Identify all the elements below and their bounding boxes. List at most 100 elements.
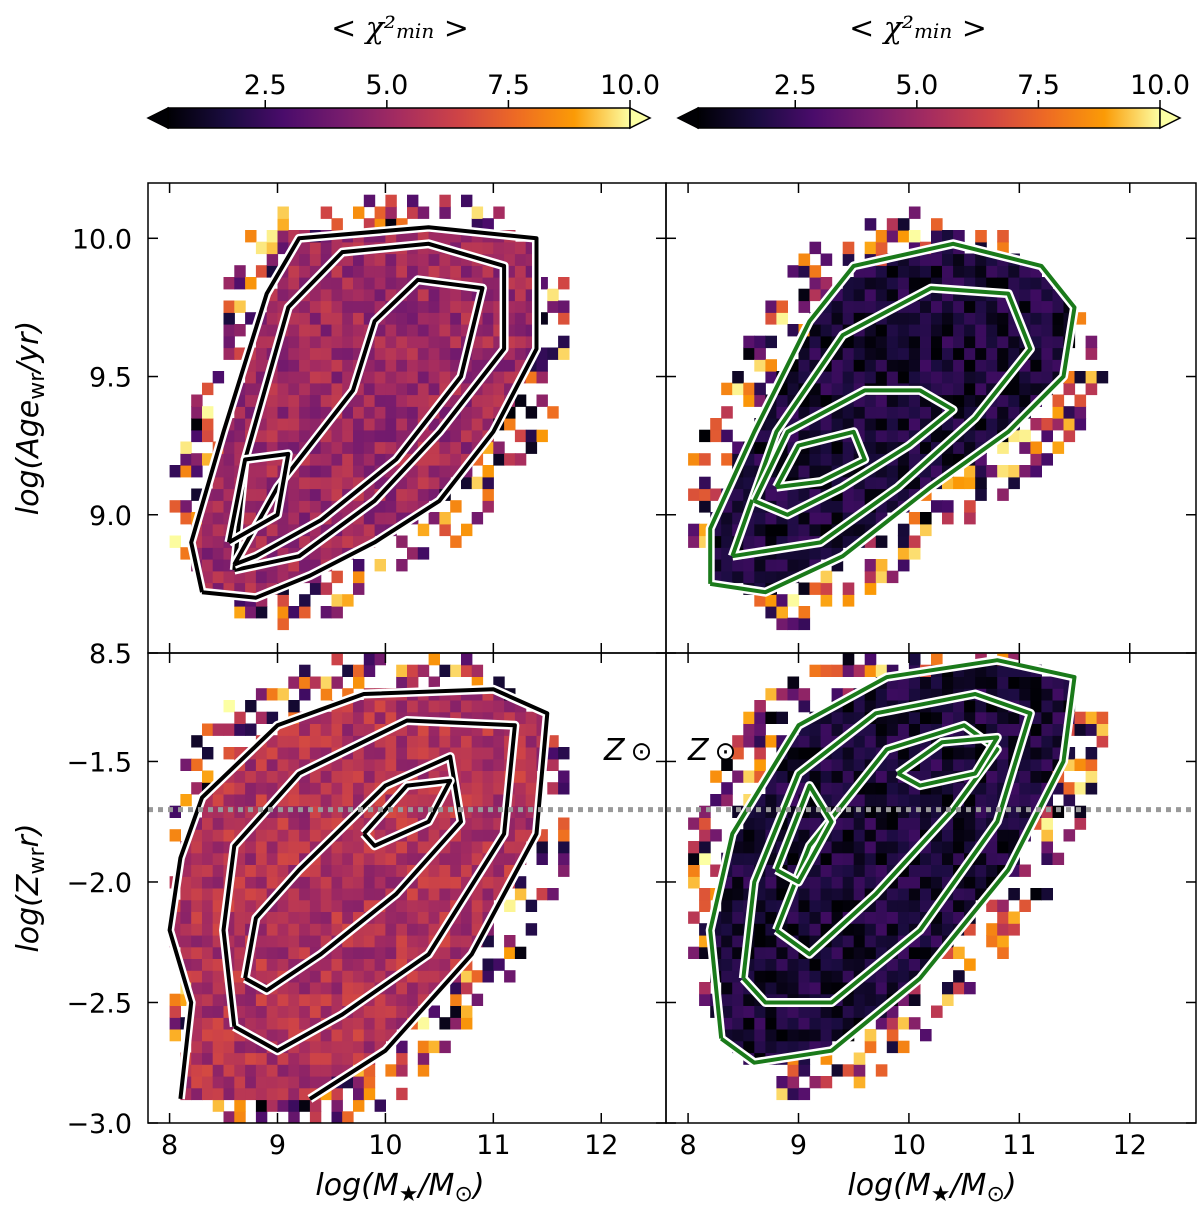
heatmap-cell — [964, 829, 976, 841]
heatmap-cell — [385, 254, 396, 266]
heatmap-cell — [854, 665, 866, 677]
heatmap-cell — [224, 1088, 235, 1100]
colorbar-tick-label: 10.0 — [600, 70, 660, 101]
heatmap-cell — [754, 1041, 766, 1053]
heatmap-cell — [288, 1088, 299, 1100]
heatmap-cell — [407, 195, 418, 207]
heatmap-cell — [1019, 442, 1031, 454]
heatmap-cell — [191, 1029, 202, 1041]
heatmap-cell — [876, 970, 888, 982]
heatmap-cell — [526, 735, 537, 747]
heatmap-cell — [799, 735, 811, 747]
heatmap-cell — [234, 712, 245, 724]
heatmap-cell — [1097, 371, 1109, 383]
y-axis-label-top: log(Agewr/yr) — [11, 321, 50, 515]
heatmap-cell — [920, 371, 932, 383]
heatmap-cell — [843, 712, 855, 724]
heatmap-cell — [321, 207, 332, 219]
heatmap-cell — [439, 465, 450, 477]
heatmap-cell — [439, 324, 450, 336]
heatmap-cell — [721, 453, 733, 465]
heatmap-cell — [332, 876, 343, 888]
heatmap-cell — [224, 324, 235, 336]
heatmap-cell — [461, 665, 472, 677]
heatmap-cell — [461, 430, 472, 442]
heatmap-cell — [732, 1017, 744, 1029]
heatmap-cell — [732, 865, 744, 877]
heatmap-cell — [526, 747, 537, 759]
heatmap-cell — [821, 453, 833, 465]
heatmap-cell — [439, 195, 450, 207]
heatmap-cell — [721, 935, 733, 947]
heatmap-cell — [310, 935, 321, 947]
heatmap-cell — [332, 900, 343, 912]
heatmap-cell — [483, 242, 494, 254]
heatmap-cell — [234, 324, 245, 336]
heatmap-cell — [245, 383, 256, 395]
heatmap-cell — [353, 841, 364, 853]
heatmap-cell — [821, 571, 833, 583]
heatmap-cell — [310, 254, 321, 266]
heatmap-cell — [843, 865, 855, 877]
heatmap-cell — [558, 301, 569, 313]
heatmap-cell — [278, 841, 289, 853]
heatmap-cell — [799, 829, 811, 841]
heatmap-cell — [256, 771, 267, 783]
heatmap-cell — [288, 1064, 299, 1076]
heatmap-cell — [810, 348, 822, 360]
heatmap-cell — [429, 336, 440, 348]
heatmap-cell — [876, 923, 888, 935]
heatmap-cell — [810, 1017, 822, 1029]
heatmap-cell — [450, 735, 461, 747]
heatmap-cell — [887, 230, 899, 242]
heatmap-cell — [342, 1041, 353, 1053]
heatmap-cell — [854, 359, 866, 371]
heatmap-cell — [396, 312, 407, 324]
heatmap-cell — [396, 841, 407, 853]
heatmap-cell — [547, 747, 558, 759]
heatmap-cell — [342, 841, 353, 853]
heatmap-cell — [887, 418, 899, 430]
heatmap-cell — [865, 994, 877, 1006]
heatmap-cell — [418, 829, 429, 841]
heatmap-cell — [483, 700, 494, 712]
heatmap-cell — [385, 324, 396, 336]
heatmap-cell — [1041, 818, 1053, 830]
heatmap-cell — [429, 301, 440, 313]
heatmap-cell — [342, 430, 353, 442]
heatmap-cell — [353, 395, 364, 407]
heatmap-cell — [332, 348, 343, 360]
heatmap-cell — [898, 230, 910, 242]
heatmap-cell — [931, 336, 943, 348]
heatmap-cell — [799, 453, 811, 465]
heatmap-cell — [353, 900, 364, 912]
heatmap-cell — [407, 312, 418, 324]
heatmap-cell — [887, 888, 899, 900]
heatmap-cell — [887, 841, 899, 853]
heatmap-cell — [299, 829, 310, 841]
heatmap-cell — [418, 888, 429, 900]
heatmap-cell — [754, 935, 766, 947]
heatmap-cell — [396, 700, 407, 712]
heatmap-cell — [547, 888, 558, 900]
heatmap-cell — [843, 829, 855, 841]
heatmap-cell — [832, 970, 844, 982]
heatmap-cell — [407, 371, 418, 383]
heatmap-cell — [865, 947, 877, 959]
heatmap-cell — [953, 970, 965, 982]
heatmap-cell — [364, 865, 375, 877]
heatmap-cell — [364, 888, 375, 900]
heatmap-cell — [353, 406, 364, 418]
heatmap-cell — [353, 712, 364, 724]
heatmap-cell — [865, 923, 877, 935]
heatmap-cell — [213, 865, 224, 877]
heatmap-cell — [321, 359, 332, 371]
heatmap-cell — [332, 1100, 343, 1112]
heatmap-cell — [439, 207, 450, 219]
heatmap-cell — [876, 289, 888, 301]
heatmap-cell — [396, 395, 407, 407]
heatmap-cell — [202, 923, 213, 935]
heatmap-cell — [1086, 383, 1098, 395]
heatmap-cell — [765, 1017, 777, 1029]
heatmap-cell — [310, 312, 321, 324]
